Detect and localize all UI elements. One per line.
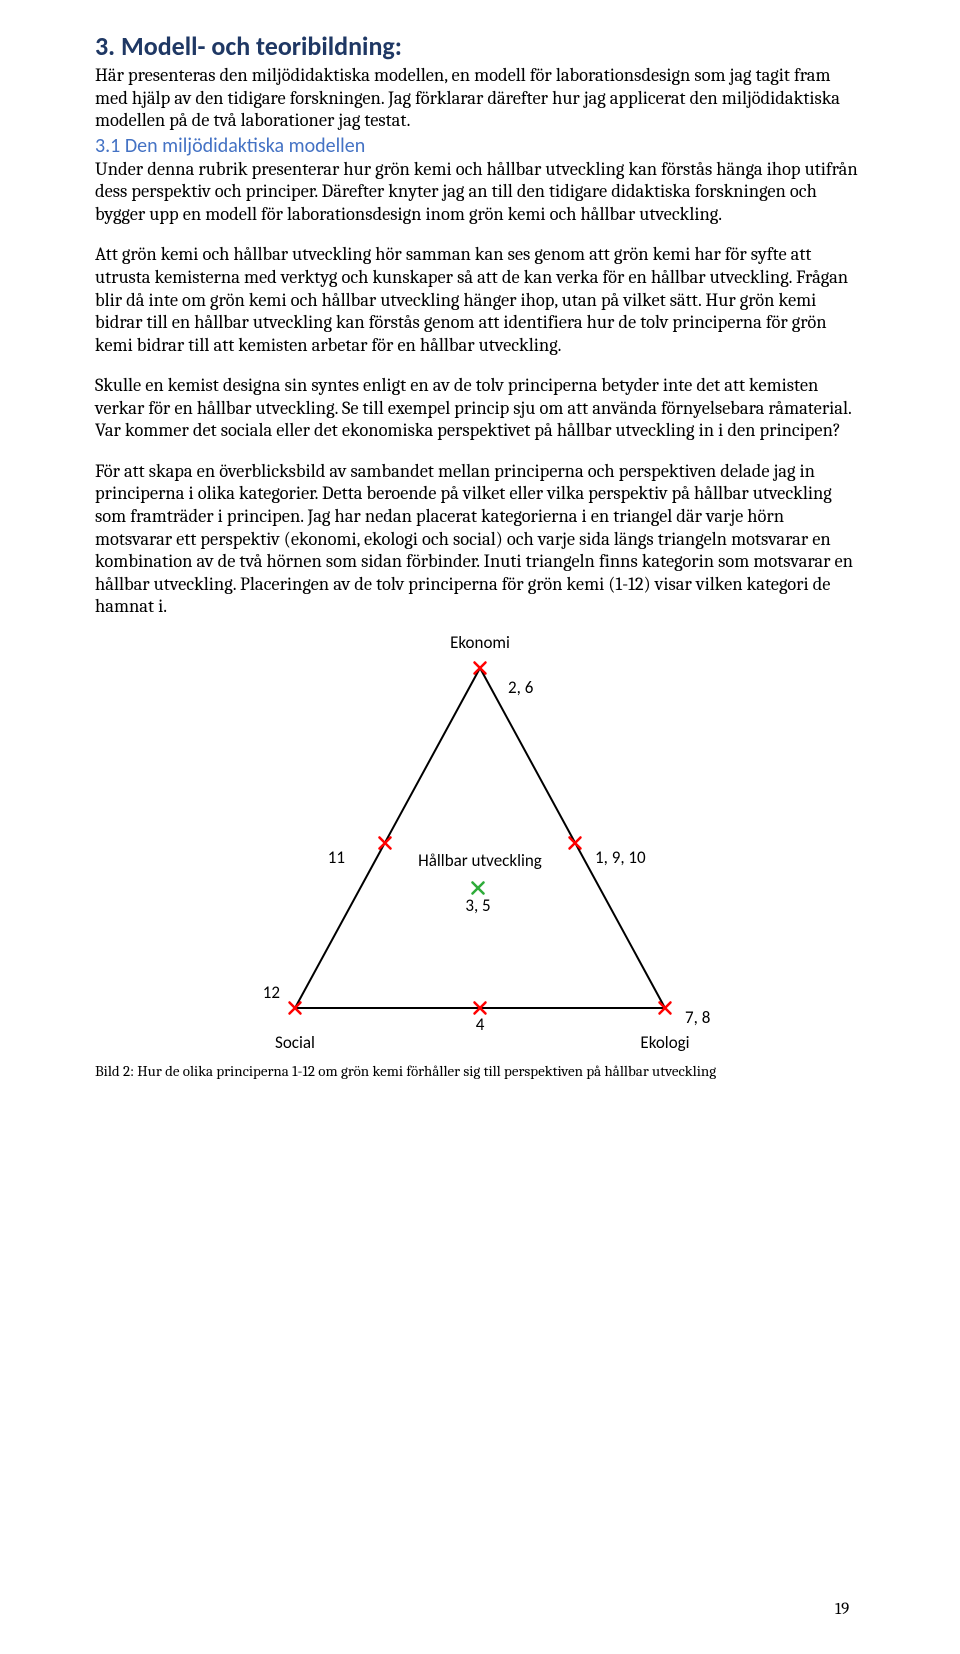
para-4: För att skapa en överblicksbild av samba… bbox=[95, 460, 865, 618]
svg-text:2, 6: 2, 6 bbox=[508, 677, 534, 698]
triangle-svg: Ekonomi Social Ekologi Hållbar utveckling 2,… bbox=[225, 628, 735, 1058]
para-2: Att grön kemi och hållbar utveckling hör… bbox=[95, 243, 865, 356]
heading-main: 3. Modell- och teoribildning: bbox=[95, 30, 865, 62]
para-3: Skulle en kemist designa sin syntes enli… bbox=[95, 374, 865, 442]
svg-text:11: 11 bbox=[328, 847, 345, 868]
svg-text:Ekologi: Ekologi bbox=[640, 1032, 689, 1053]
para-intro2: Under denna rubrik presenterar hur grön … bbox=[95, 158, 865, 226]
svg-text:Social: Social bbox=[275, 1032, 315, 1053]
para-intro1: Här presenteras den miljödidaktiska mode… bbox=[95, 64, 865, 132]
svg-text:4: 4 bbox=[476, 1014, 485, 1035]
svg-text:7, 8: 7, 8 bbox=[685, 1007, 710, 1028]
svg-text:12: 12 bbox=[263, 982, 280, 1003]
svg-text:Ekonomi: Ekonomi bbox=[450, 632, 510, 653]
triangle-diagram: Ekonomi Social Ekologi Hållbar utveckling 2,… bbox=[95, 628, 865, 1058]
svg-text:Hållbar utveckling: Hållbar utveckling bbox=[418, 850, 542, 871]
page-number: 19 bbox=[835, 1600, 849, 1619]
svg-text:3, 5: 3, 5 bbox=[465, 895, 490, 916]
figure-caption: Bild 2: Hur de olika principerna 1-12 om… bbox=[95, 1062, 865, 1081]
svg-text:1, 9, 10: 1, 9, 10 bbox=[595, 847, 646, 868]
heading-sub: 3.1 Den miljödidaktiska modellen bbox=[95, 134, 865, 158]
